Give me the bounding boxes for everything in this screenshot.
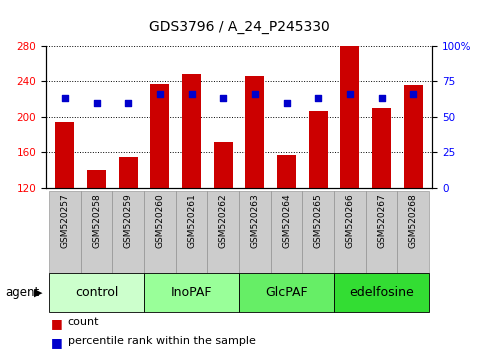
- Point: [251, 91, 259, 97]
- Bar: [87, 170, 106, 188]
- FancyBboxPatch shape: [144, 273, 239, 313]
- FancyBboxPatch shape: [239, 273, 334, 313]
- Text: GSM520264: GSM520264: [282, 194, 291, 248]
- Text: GlcPAF: GlcPAF: [265, 286, 308, 299]
- Text: GSM520260: GSM520260: [156, 194, 164, 249]
- Text: GSM520258: GSM520258: [92, 194, 101, 249]
- Bar: [182, 74, 201, 188]
- Bar: [214, 142, 233, 188]
- Bar: [372, 108, 391, 188]
- Bar: [56, 122, 74, 188]
- Text: GDS3796 / A_24_P245330: GDS3796 / A_24_P245330: [149, 19, 329, 34]
- Text: GSM520265: GSM520265: [314, 194, 323, 249]
- Bar: [245, 76, 264, 188]
- FancyBboxPatch shape: [113, 191, 144, 273]
- FancyBboxPatch shape: [176, 191, 207, 273]
- FancyBboxPatch shape: [398, 191, 429, 273]
- Point: [378, 96, 385, 101]
- Point: [410, 91, 417, 97]
- Point: [156, 91, 164, 97]
- FancyBboxPatch shape: [49, 273, 144, 313]
- Text: edelfosine: edelfosine: [349, 286, 414, 299]
- Text: GSM520266: GSM520266: [345, 194, 355, 249]
- FancyBboxPatch shape: [144, 191, 176, 273]
- Text: GSM520261: GSM520261: [187, 194, 196, 249]
- Bar: [341, 46, 359, 188]
- Text: agent: agent: [5, 286, 39, 299]
- Bar: [404, 85, 423, 188]
- Point: [93, 100, 100, 105]
- Point: [283, 100, 290, 105]
- Text: GSM520268: GSM520268: [409, 194, 418, 249]
- Point: [219, 96, 227, 101]
- FancyBboxPatch shape: [366, 191, 398, 273]
- Bar: [277, 155, 296, 188]
- FancyBboxPatch shape: [81, 191, 113, 273]
- FancyBboxPatch shape: [239, 191, 271, 273]
- FancyBboxPatch shape: [207, 191, 239, 273]
- Text: percentile rank within the sample: percentile rank within the sample: [68, 336, 256, 346]
- Text: GSM520263: GSM520263: [250, 194, 259, 249]
- Bar: [309, 110, 328, 188]
- Text: ■: ■: [51, 336, 62, 349]
- FancyBboxPatch shape: [271, 191, 302, 273]
- Bar: [119, 156, 138, 188]
- Point: [124, 100, 132, 105]
- FancyBboxPatch shape: [49, 191, 81, 273]
- Text: GSM520257: GSM520257: [60, 194, 70, 249]
- Point: [188, 91, 196, 97]
- Point: [61, 96, 69, 101]
- Text: control: control: [75, 286, 118, 299]
- Text: GSM520262: GSM520262: [219, 194, 228, 248]
- Text: ▶: ▶: [34, 288, 43, 298]
- Text: count: count: [68, 317, 99, 327]
- Bar: [150, 84, 170, 188]
- Text: InoPAF: InoPAF: [171, 286, 213, 299]
- Point: [314, 96, 322, 101]
- FancyBboxPatch shape: [302, 191, 334, 273]
- FancyBboxPatch shape: [334, 191, 366, 273]
- Text: ■: ■: [51, 317, 62, 330]
- FancyBboxPatch shape: [334, 273, 429, 313]
- Text: GSM520259: GSM520259: [124, 194, 133, 249]
- Point: [346, 91, 354, 97]
- Text: GSM520267: GSM520267: [377, 194, 386, 249]
